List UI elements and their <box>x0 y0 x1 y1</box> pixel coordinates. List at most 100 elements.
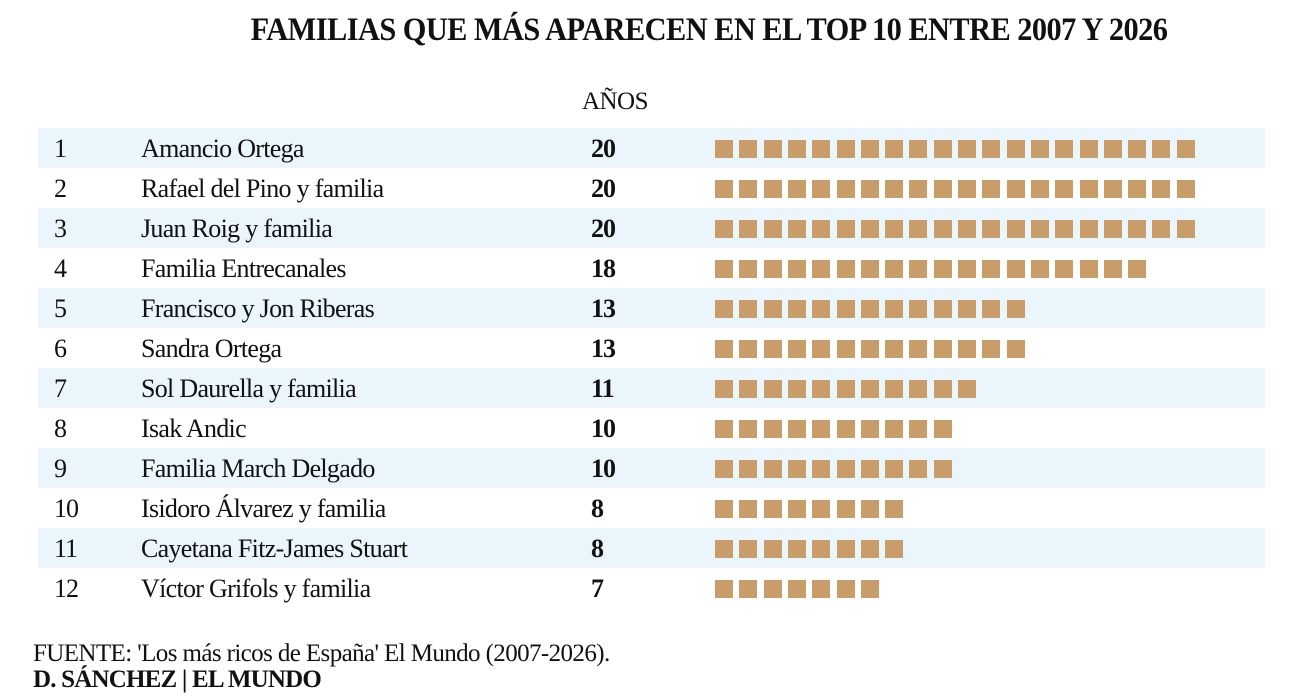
year-square <box>860 260 879 278</box>
year-square <box>933 180 952 198</box>
year-square <box>909 260 928 278</box>
year-square <box>1006 260 1025 278</box>
year-square <box>787 260 806 278</box>
year-square <box>1055 220 1074 238</box>
year-square <box>812 340 831 358</box>
year-square <box>909 460 928 478</box>
year-square <box>1079 220 1098 238</box>
year-square <box>739 260 758 278</box>
year-square <box>836 580 855 598</box>
family-name: Amancio Ortega <box>141 134 304 163</box>
ranking-table: 1 Amancio Ortega 20 2 Rafael del Pino y fami… <box>38 128 1265 608</box>
year-square <box>860 540 879 558</box>
year-square <box>860 460 879 478</box>
years-value: 10 <box>591 414 616 443</box>
year-square <box>715 460 733 478</box>
year-square <box>812 540 831 558</box>
year-square <box>715 220 733 238</box>
rank-label: 7 <box>54 374 67 403</box>
family-name: Isak Andic <box>141 414 247 443</box>
year-square <box>836 380 855 398</box>
year-square <box>787 220 806 238</box>
year-square <box>1103 220 1122 238</box>
year-square <box>836 340 855 358</box>
rank-label: 12 <box>54 574 79 603</box>
years-value: 8 <box>591 494 604 523</box>
table-row: 8 Isak Andic 10 <box>38 408 1265 448</box>
year-square <box>763 300 782 318</box>
years-value: 13 <box>591 294 616 323</box>
year-square <box>715 580 733 598</box>
rank-label: 10 <box>54 494 79 523</box>
year-square <box>933 300 952 318</box>
year-square <box>715 140 733 158</box>
year-square <box>885 140 904 158</box>
rank-label: 5 <box>54 294 67 323</box>
year-square <box>1152 220 1171 238</box>
year-square <box>1128 220 1147 238</box>
year-square <box>787 420 806 438</box>
table-row: 9 Familia March Delgado 10 <box>38 448 1265 488</box>
year-square <box>982 260 1001 278</box>
year-square <box>836 420 855 438</box>
year-square <box>909 300 928 318</box>
year-square <box>787 460 806 478</box>
year-square <box>958 140 976 158</box>
year-square <box>909 220 928 238</box>
year-square <box>812 220 831 238</box>
year-square <box>909 140 928 158</box>
table-row: 6 Sandra Ortega 13 <box>38 328 1265 368</box>
year-square <box>836 220 855 238</box>
years-value: 20 <box>591 134 616 163</box>
year-square <box>812 500 831 518</box>
year-square <box>958 260 976 278</box>
family-name: Familia March Delgado <box>141 454 375 483</box>
table-row: 10 Isidoro Álvarez y familia 8 <box>38 488 1265 528</box>
year-square <box>812 300 831 318</box>
family-name: Cayetana Fitz-James Stuart <box>141 534 408 563</box>
year-square <box>1006 180 1025 198</box>
year-square <box>836 540 855 558</box>
year-square <box>885 500 904 518</box>
year-square <box>1128 180 1147 198</box>
year-square <box>885 180 904 198</box>
years-value: 18 <box>591 254 616 283</box>
year-square <box>739 500 758 518</box>
year-square <box>860 500 879 518</box>
year-square <box>1055 180 1074 198</box>
year-square <box>958 380 976 398</box>
rank-label: 8 <box>54 414 67 443</box>
year-square <box>739 380 758 398</box>
year-square <box>982 180 1001 198</box>
year-square <box>763 420 782 438</box>
year-square <box>763 220 782 238</box>
table-row: 12 Víctor Grifols y familia 7 <box>38 568 1265 608</box>
year-square <box>885 380 904 398</box>
year-square <box>739 140 758 158</box>
year-square <box>885 260 904 278</box>
year-square <box>715 380 733 398</box>
year-square <box>909 180 928 198</box>
year-square <box>739 340 758 358</box>
years-value: 13 <box>591 334 616 363</box>
family-name: Rafael del Pino y familia <box>141 174 384 203</box>
years-value: 20 <box>591 174 616 203</box>
years-value: 8 <box>591 534 604 563</box>
year-square <box>739 460 758 478</box>
rank-label: 3 <box>54 214 67 243</box>
year-square <box>1055 260 1074 278</box>
year-square <box>787 300 806 318</box>
year-square <box>885 540 904 558</box>
year-square <box>763 340 782 358</box>
year-square <box>885 300 904 318</box>
year-square <box>836 260 855 278</box>
year-square <box>860 580 879 598</box>
family-name: Sol Daurella y familia <box>141 374 357 403</box>
year-square <box>933 220 952 238</box>
year-square <box>715 180 733 198</box>
table-row: 2 Rafael del Pino y familia 20 <box>38 168 1265 208</box>
year-square <box>1030 220 1049 238</box>
year-square <box>982 300 1001 318</box>
year-square <box>763 180 782 198</box>
year-square <box>739 580 758 598</box>
